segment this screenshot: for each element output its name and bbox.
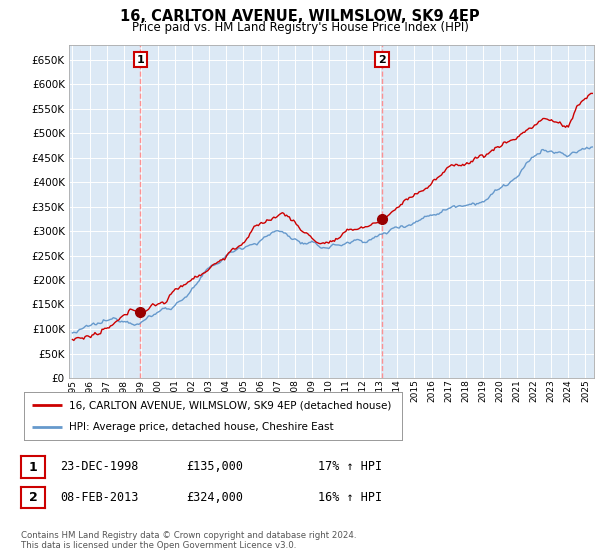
Text: 08-FEB-2013: 08-FEB-2013 [60,491,139,504]
Text: £324,000: £324,000 [186,491,243,504]
Text: £135,000: £135,000 [186,460,243,473]
Text: 23-DEC-1998: 23-DEC-1998 [60,460,139,473]
Text: 16, CARLTON AVENUE, WILMSLOW, SK9 4EP: 16, CARLTON AVENUE, WILMSLOW, SK9 4EP [120,9,480,24]
Text: 16, CARLTON AVENUE, WILMSLOW, SK9 4EP (detached house): 16, CARLTON AVENUE, WILMSLOW, SK9 4EP (d… [70,400,392,410]
Text: 16% ↑ HPI: 16% ↑ HPI [318,491,382,504]
Text: Price paid vs. HM Land Registry's House Price Index (HPI): Price paid vs. HM Land Registry's House … [131,21,469,34]
Text: Contains HM Land Registry data © Crown copyright and database right 2024.
This d: Contains HM Land Registry data © Crown c… [21,531,356,550]
Text: HPI: Average price, detached house, Cheshire East: HPI: Average price, detached house, Ches… [70,422,334,432]
Text: 2: 2 [378,54,386,64]
Text: 2: 2 [29,491,37,505]
Text: 1: 1 [136,54,144,64]
Text: 1: 1 [29,460,37,474]
Text: 17% ↑ HPI: 17% ↑ HPI [318,460,382,473]
